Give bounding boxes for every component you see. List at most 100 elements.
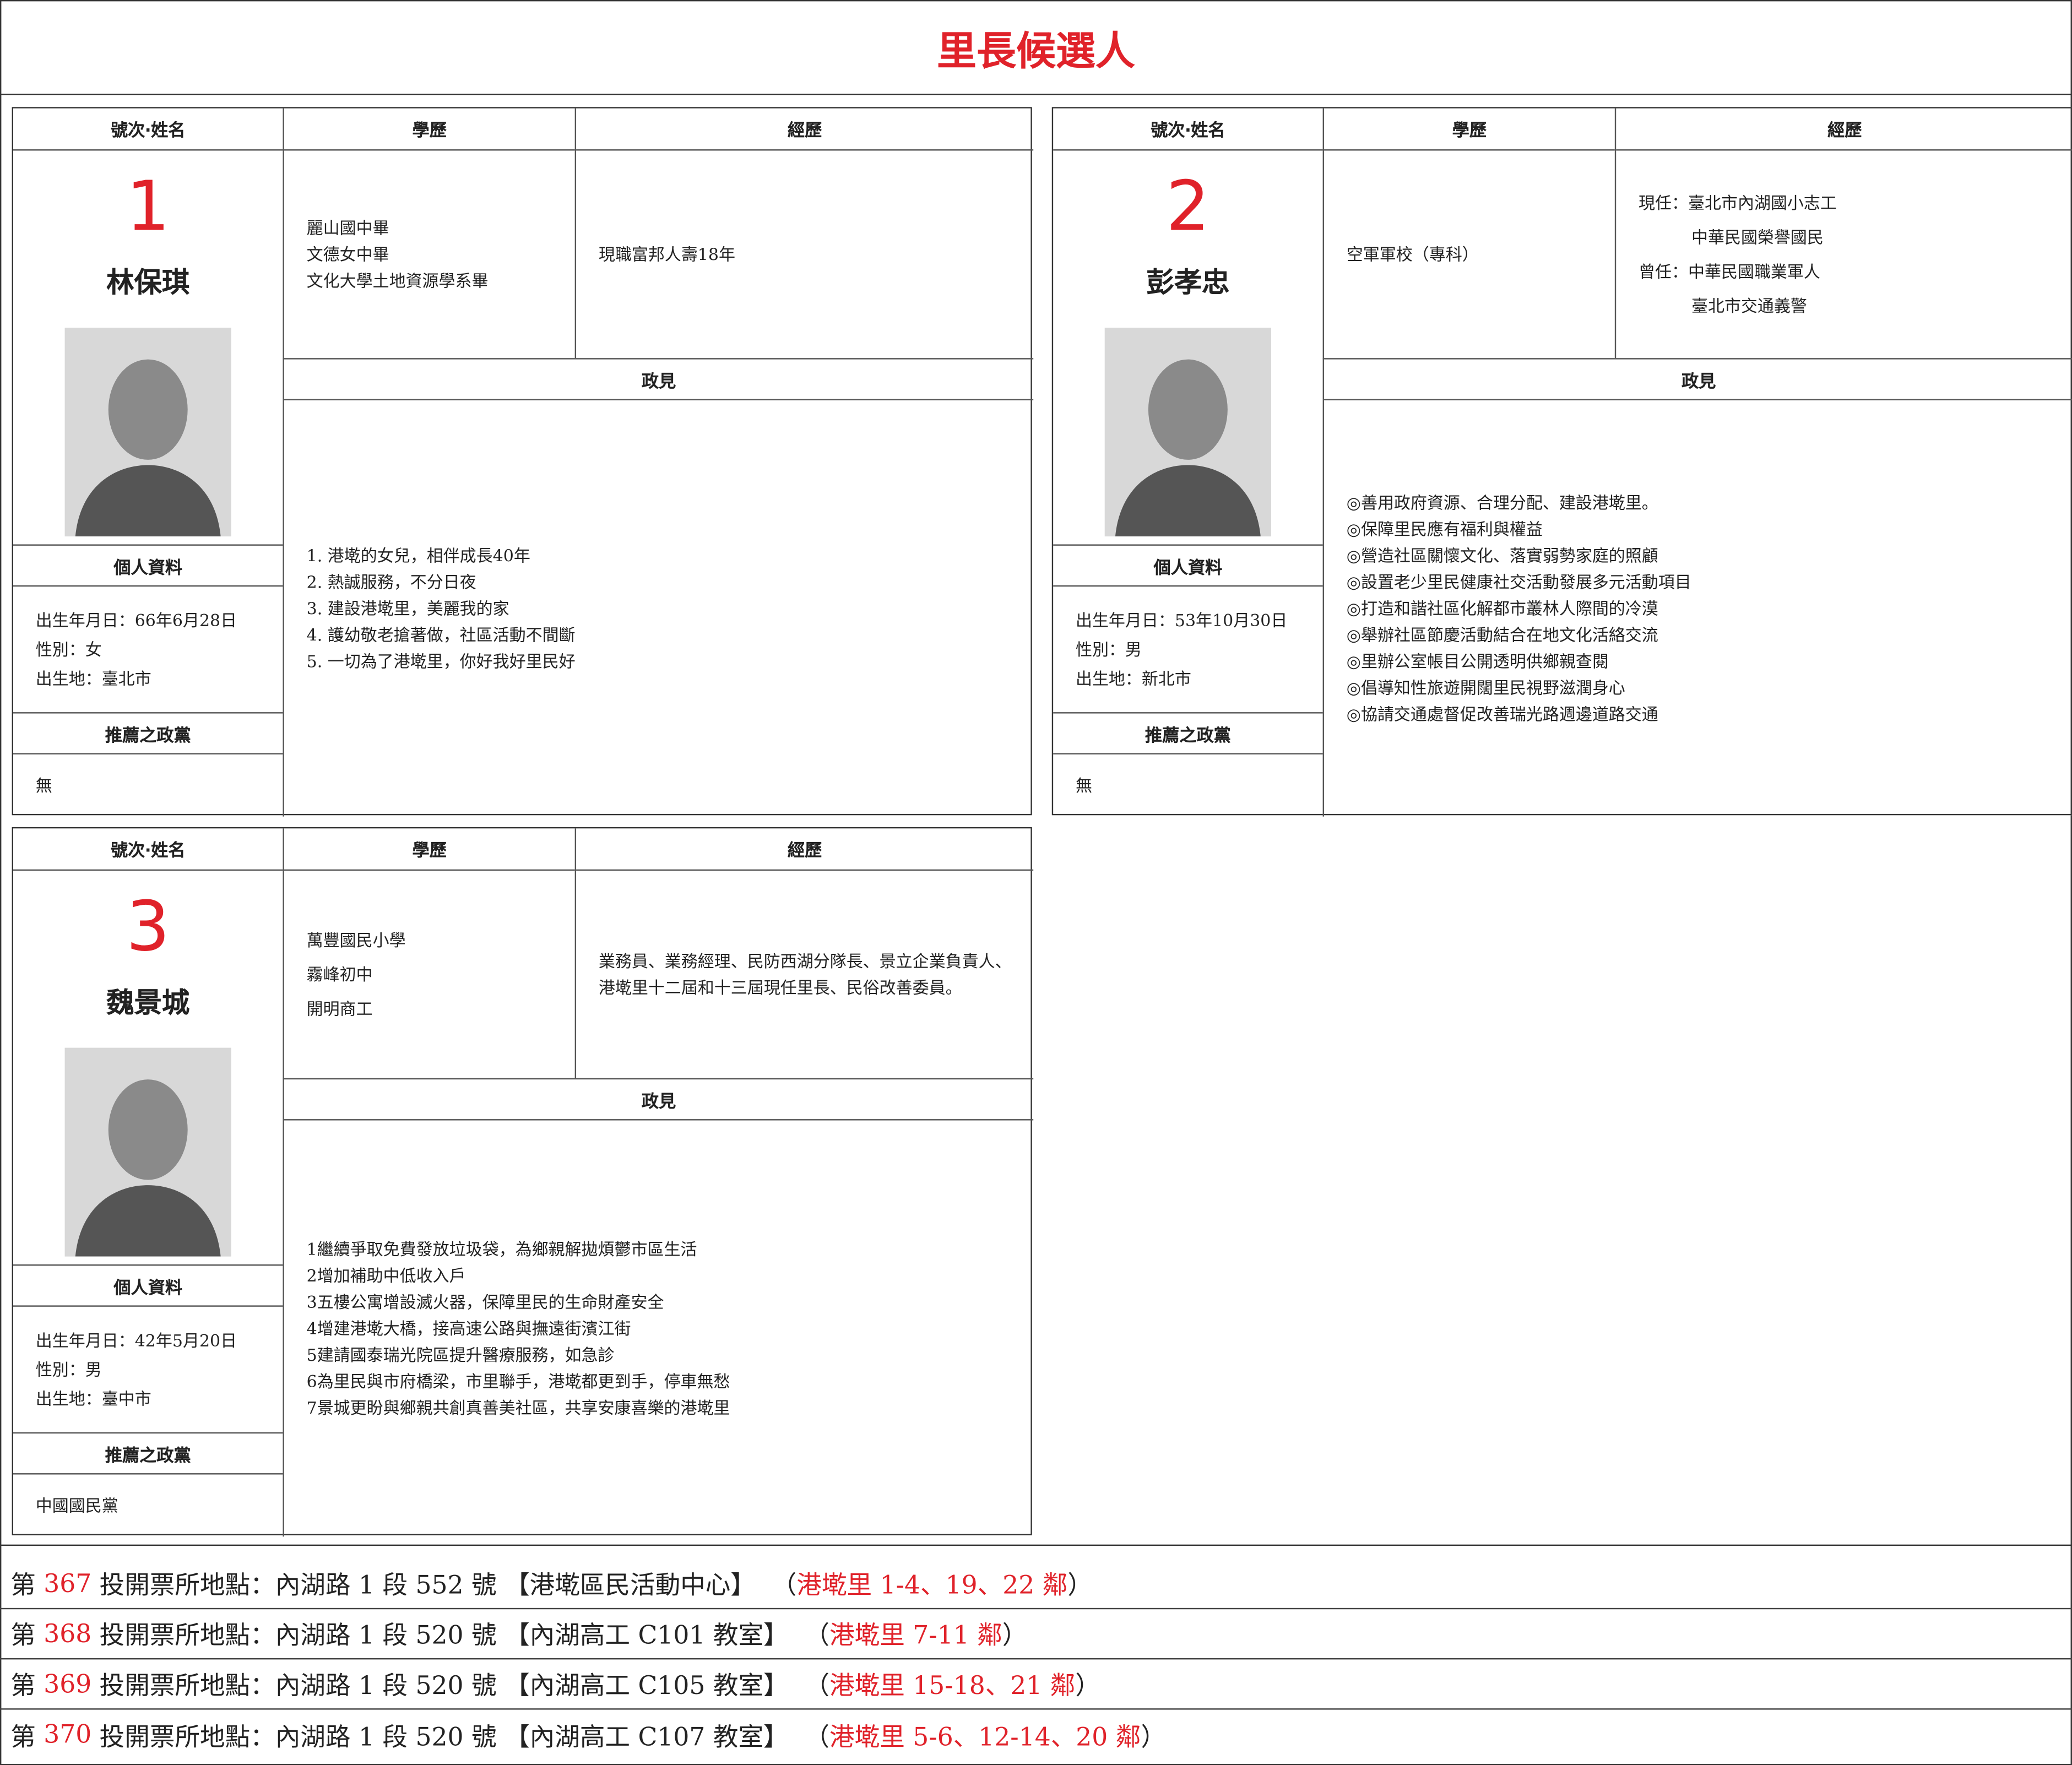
row-line: [1322, 358, 2072, 360]
polling-location: 投開票所地點：內湖路 1 段 520 號 【內湖高工 C105 教室】: [99, 1671, 789, 1701]
polling-number: 367: [44, 1569, 92, 1598]
platform-line: 7景城更盼與鄉親共創真善美社區，共享安康喜樂的港墘里: [306, 1397, 730, 1418]
col-line: [574, 828, 577, 1078]
candidate-card: 號次‧姓名 學歷 經歷 政見 個人資料 推薦之政黨 3 魏景城 萬豐國民小學 霧峰初中 開明商工 業務…: [12, 827, 1034, 1537]
platform: 1繼續爭取免費發放垃圾袋，為鄉親解拋煩鬱市區生活 2增加補助中低收入戶 3五樓公寓增…: [284, 1121, 1033, 1537]
polling-location: 投開票所地點：內湖路 1 段 520 號 【內湖高工 C101 教室】: [99, 1621, 789, 1650]
platform-line: 6為里民與市府橋梁，市里聯手，港墘都更到手，停車無愁: [306, 1371, 730, 1391]
header-cell: 號次‧姓名: [13, 828, 283, 871]
education-line: 文化大學土地資源學系畢: [306, 270, 489, 290]
personal-line: 性別：男: [1075, 639, 1142, 659]
experience: 現職富邦人壽18年: [576, 151, 1033, 359]
polling-prefix: 第: [10, 1671, 36, 1701]
education-line: 文德女中畢: [306, 243, 389, 264]
education-line: 萬豐國民小學: [306, 929, 406, 949]
header-cell: 學歷: [1324, 108, 1615, 151]
header-cell: 政見: [284, 1079, 1034, 1121]
party: 無: [35, 775, 52, 795]
col-line: [574, 108, 577, 359]
polling-location: 投開票所地點：內湖路 1 段 520 號 【內湖高工 C107 教室】: [99, 1722, 789, 1752]
polling-number: 369: [44, 1669, 92, 1699]
platform-line: 2. 熱誠服務，不分日夜: [306, 571, 476, 591]
col-line: [283, 108, 284, 817]
polling-number: 370: [44, 1720, 92, 1750]
party: 無: [1075, 775, 1092, 795]
education: 麗山國中畢 文德女中畢 文化大學土地資源學系畢: [284, 151, 575, 359]
platform-line: 5建請國泰瑞光院區提升醫療服務，如急診: [306, 1344, 615, 1365]
photo-silhouette: [75, 359, 221, 537]
candidate-card: 號次‧姓名 學歷 經歷 政見 個人資料 推薦之政黨 1 林保琪 麗山國中畢 文德女中畢 文化大學土地…: [12, 107, 1034, 817]
polling-location: 投開票所地點：內湖路 1 段 552 號 【港墘區民活動中心】: [99, 1571, 756, 1600]
personal-line: 出生年月日：66年6月28日: [35, 610, 237, 630]
platform-line: ◎營造社區關懷文化、落實弱勢家庭的照顧: [1346, 545, 1658, 565]
personal: 出生年月日：53年10月30日 性別：男 出生地：新北市: [1053, 586, 1322, 712]
photo: [64, 328, 231, 537]
polling-row: 第 370 投開票所地點：內湖路 1 段 520 號 【內湖高工 C107 教室】 （…: [0, 1710, 2072, 1760]
platform: ◎善用政府資源、合理分配、建設港墘里。 ◎保障里民應有福利與權益 ◎營造社區關懷文化…: [1324, 400, 2072, 817]
col-line: [1322, 108, 1324, 817]
platform-line: ◎善用政府資源、合理分配、建設港墘里。: [1346, 492, 1658, 512]
education-line: 空軍軍校（專科）: [1346, 243, 1479, 264]
title: 里長候選人: [0, 0, 2072, 95]
candidate-name: 林保琪: [106, 267, 190, 299]
header-cell: 個人資料: [13, 544, 283, 587]
platform-line: 4. 護幼敬老搶著做，社區活動不間斷: [306, 624, 576, 644]
polling-close: ）: [1075, 1671, 1101, 1701]
platform-line: ◎打造和諧社區化解都市叢林人際間的冷漠: [1346, 598, 1658, 618]
platform-line: 1繼續爭取免費發放垃圾袋，為鄉親解拋煩鬱市區生活: [306, 1239, 697, 1259]
platform-line: 5. 一切為了港墘里，你好我好里民好: [306, 650, 576, 671]
polling-open: （: [804, 1621, 830, 1650]
polling-area: 港墘里 15-18、21 鄰: [829, 1671, 1076, 1701]
experience-line: 現任：臺北市內湖國小志工: [1639, 192, 1837, 213]
candidate-number: 3: [126, 888, 170, 968]
personal-line: 出生地：臺中市: [35, 1388, 151, 1408]
header-cell: 推薦之政黨: [13, 1432, 283, 1475]
header-cell: 學歷: [284, 828, 575, 871]
header-cell: 個人資料: [13, 1264, 283, 1307]
personal-line: 出生地：新北市: [1075, 667, 1191, 688]
candidate-number: 2: [1166, 167, 1210, 247]
col-line: [283, 828, 284, 1537]
platform-line: ◎舉辦社區節慶活動結合在地文化活絡交流: [1346, 624, 1658, 644]
row-line: [283, 358, 1034, 360]
header-cell: 學歷: [284, 108, 575, 151]
polling-row: 第 368 投開票所地點：內湖路 1 段 520 號 【內湖高工 C101 教室】 （…: [0, 1609, 2072, 1660]
candidate-name: 彭孝忠: [1146, 267, 1230, 299]
platform-line: ◎里辦公室帳目公開透明供鄉親查閱: [1346, 650, 1609, 671]
experience-line: 現職富邦人壽18年: [598, 243, 735, 264]
polling-row: 第 367 投開票所地點：內湖路 1 段 552 號 【港墘區民活動中心】 （港墘里 …: [0, 1559, 2072, 1610]
header-cell: 經歷: [576, 828, 1034, 871]
education: 空軍軍校（專科）: [1324, 151, 1615, 359]
photo: [1104, 328, 1272, 537]
polling-prefix: 第: [10, 1722, 36, 1752]
polling-row: 第 369 投開票所地點：內湖路 1 段 520 號 【內湖高工 C105 教室】 （…: [0, 1659, 2072, 1710]
experience-line: 業務員、業務經理、民防西湖分隊長、景立企業負責人、港墘里十二屆和十三屆現任里長、…: [598, 951, 1012, 997]
polling-open: （: [804, 1722, 830, 1752]
photo: [64, 1047, 231, 1257]
header-cell: 推薦之政黨: [13, 712, 283, 754]
polling-area: 港墘里 7-11 鄰: [829, 1621, 1002, 1650]
personal-line: 性別：女: [35, 639, 102, 659]
polling-open: （: [771, 1571, 797, 1600]
header-cell: 政見: [1324, 360, 2072, 400]
personal: 出生年月日：42年5月20日 性別：男 出生地：臺中市: [13, 1307, 283, 1432]
platform-line: ◎倡導知性旅遊開闊里民視野滋潤身心: [1346, 677, 1625, 697]
row-line: [283, 1078, 1034, 1080]
polling-area: 港墘里 1-4、19、22 鄰: [796, 1571, 1068, 1600]
polling-number: 368: [44, 1619, 92, 1649]
personal: 出生年月日：66年6月28日 性別：女出生地：臺北市: [13, 586, 283, 712]
education-line: 開明商工: [306, 998, 373, 1018]
polling-prefix: 第: [10, 1621, 36, 1650]
personal-line: 性別：男: [35, 1359, 102, 1379]
polling-prefix: 第: [10, 1571, 36, 1600]
polling-open: （: [804, 1671, 830, 1701]
polling-close: ）: [1141, 1722, 1167, 1752]
platform-line: 4增建港墘大橋，接高速公路與撫遠街濱江街: [306, 1318, 631, 1338]
header-cell: 號次‧姓名: [13, 108, 283, 151]
col-line: [1614, 108, 1617, 359]
header-cell: 經歷: [1616, 108, 2072, 151]
experience: 現任：臺北市內湖國小志工 中華民國榮譽國民 曾任：中華民國職業軍人 臺北市交通義警: [1616, 151, 2072, 359]
personal-line: 出生地：臺北市: [35, 667, 151, 688]
